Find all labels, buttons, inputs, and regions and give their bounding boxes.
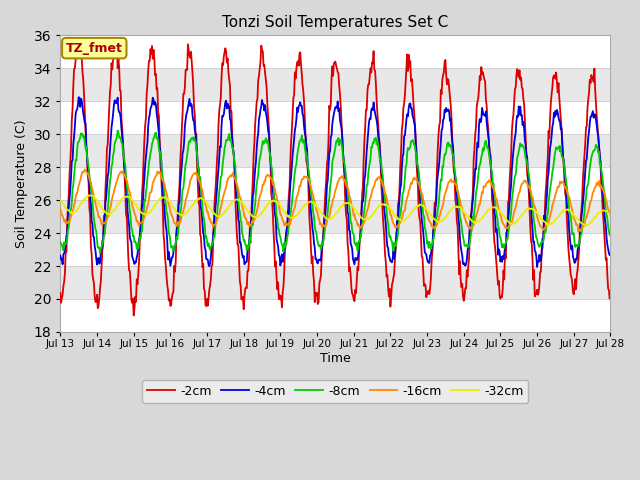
-4cm (178, 163, 186, 168)
Bar (60, 36, 611, 68)
-4cm (328, 132, 335, 138)
Bar (60, 233, 611, 266)
-8cm (557, 152, 565, 158)
-32cm (56, 197, 64, 203)
Bar (60, 200, 611, 233)
Y-axis label: Soil Temperature (C): Soil Temperature (C) (15, 120, 28, 248)
-4cm (607, 251, 614, 257)
-8cm (179, 186, 186, 192)
-32cm (86, 192, 93, 198)
-4cm (381, 213, 389, 218)
-2cm (382, 260, 390, 265)
Bar (60, 266, 611, 299)
-8cm (436, 184, 444, 190)
-8cm (328, 159, 336, 165)
-2cm (112, 37, 120, 43)
-4cm (435, 159, 443, 165)
-8cm (382, 201, 390, 207)
Title: Tonzi Soil Temperatures Set C: Tonzi Soil Temperatures Set C (222, 15, 449, 30)
-4cm (202, 247, 209, 253)
-16cm (381, 191, 389, 197)
-2cm (179, 111, 186, 117)
-8cm (56, 240, 64, 245)
-2cm (557, 126, 565, 132)
-32cm (328, 216, 335, 221)
-8cm (607, 230, 614, 236)
-16cm (607, 213, 614, 219)
Text: TZ_fmet: TZ_fmet (66, 42, 123, 55)
-2cm (56, 290, 64, 296)
-16cm (435, 214, 443, 219)
-8cm (202, 233, 210, 239)
Legend: -2cm, -4cm, -8cm, -16cm, -32cm: -2cm, -4cm, -8cm, -16cm, -32cm (143, 380, 529, 403)
Bar (60, 134, 611, 167)
Line: -32cm: -32cm (60, 195, 611, 225)
-16cm (81, 167, 88, 172)
-32cm (557, 211, 564, 216)
X-axis label: Time: Time (320, 352, 351, 365)
-16cm (328, 203, 335, 209)
-32cm (607, 212, 614, 218)
-2cm (130, 312, 138, 318)
-32cm (584, 222, 591, 228)
Bar (60, 167, 611, 200)
Bar (60, 68, 611, 101)
Line: -16cm: -16cm (60, 169, 611, 232)
-2cm (202, 303, 210, 309)
-8cm (96, 250, 104, 256)
-8cm (114, 128, 122, 133)
-16cm (56, 206, 64, 212)
Bar (60, 101, 611, 134)
Line: -8cm: -8cm (60, 131, 611, 253)
-4cm (56, 253, 64, 259)
-4cm (75, 94, 83, 100)
Line: -4cm: -4cm (60, 97, 611, 267)
-32cm (178, 213, 186, 218)
Bar (60, 299, 611, 332)
-4cm (533, 264, 541, 270)
Line: -2cm: -2cm (60, 40, 611, 315)
-32cm (202, 199, 209, 204)
-2cm (607, 291, 614, 297)
-2cm (328, 63, 336, 69)
-16cm (575, 229, 582, 235)
-32cm (435, 218, 443, 224)
-16cm (178, 211, 186, 217)
-16cm (557, 180, 564, 186)
-2cm (436, 120, 444, 125)
-16cm (202, 202, 209, 208)
-32cm (381, 202, 389, 207)
-4cm (557, 126, 565, 132)
